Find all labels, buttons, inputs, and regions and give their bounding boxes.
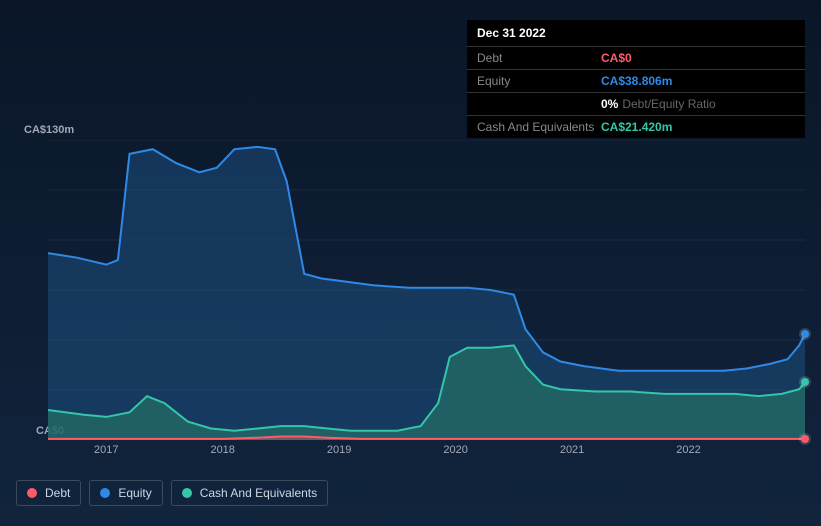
series-end-marker: [801, 330, 809, 338]
tooltip-value: CA$38.806m: [601, 74, 672, 88]
tooltip-value: CA$0: [601, 51, 632, 65]
legend-label: Debt: [45, 486, 70, 500]
chart-svg: [48, 140, 805, 440]
chart-legend: Debt Equity Cash And Equivalents: [16, 480, 328, 506]
chart-series: [48, 147, 805, 440]
tooltip-value: 0%Debt/Equity Ratio: [601, 97, 716, 111]
legend-swatch: [182, 488, 192, 498]
tooltip-label: [477, 97, 601, 111]
x-tick: 2018: [210, 444, 234, 456]
x-tick: 2021: [560, 444, 584, 456]
x-axis: 2017 2018 2019 2020 2021 2022: [48, 444, 805, 464]
legend-item[interactable]: Debt: [16, 480, 81, 506]
x-tick: 2022: [676, 444, 700, 456]
legend-label: Equity: [118, 486, 151, 500]
tooltip-row: DebtCA$0: [467, 47, 805, 70]
legend-item[interactable]: Equity: [89, 480, 162, 506]
tooltip-row: 0%Debt/Equity Ratio: [467, 93, 805, 116]
tooltip-label: Debt: [477, 51, 601, 65]
x-tick: 2017: [94, 444, 118, 456]
legend-item[interactable]: Cash And Equivalents: [171, 480, 328, 506]
tooltip-date: Dec 31 2022: [467, 20, 805, 47]
tooltip-row: EquityCA$38.806m: [467, 70, 805, 93]
legend-label: Cash And Equivalents: [200, 486, 317, 500]
tooltip-extra: Debt/Equity Ratio: [622, 97, 715, 111]
series-end-marker: [801, 435, 809, 443]
chart-container: CA$130m CA$0 201720182019202020212022 De…: [16, 122, 805, 510]
legend-swatch: [27, 488, 37, 498]
legend-swatch: [100, 488, 110, 498]
chart-tooltip: Dec 31 2022 DebtCA$0EquityCA$38.806m0%De…: [467, 20, 805, 138]
tooltip-label: Equity: [477, 74, 601, 88]
y-axis-top-label: CA$130m: [24, 124, 74, 136]
x-tick: 2019: [327, 444, 351, 456]
chart-plot: [48, 140, 805, 440]
series-end-marker: [801, 378, 809, 386]
x-tick: 2020: [443, 444, 467, 456]
